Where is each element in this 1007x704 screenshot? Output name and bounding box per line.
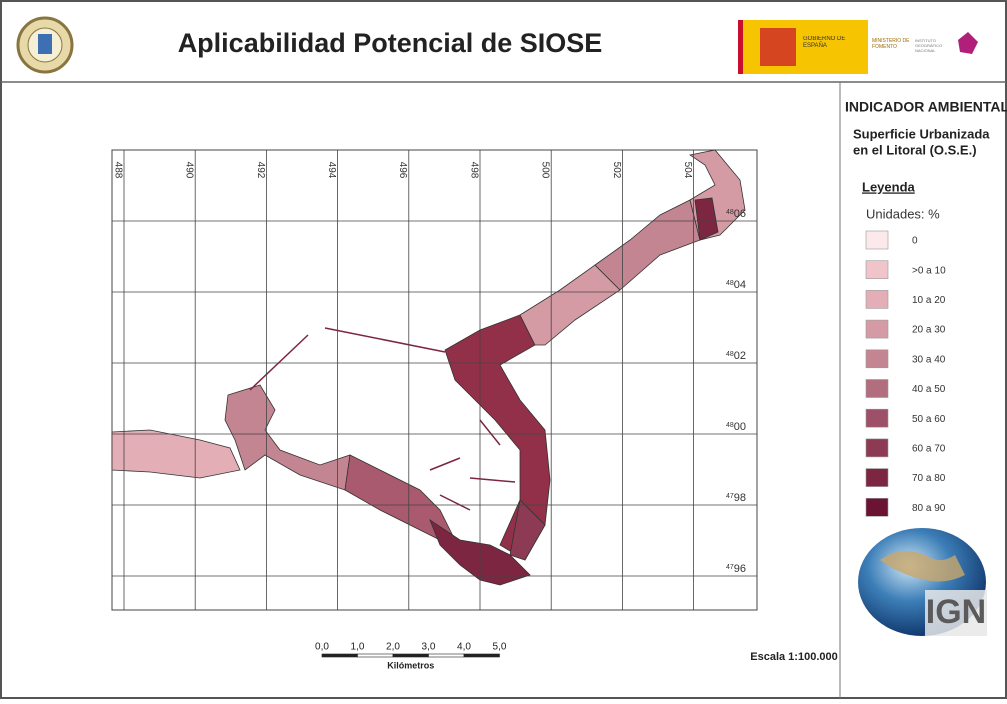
legend-swatch [865,260,889,280]
scale-tick-label: 3,0 [422,642,436,653]
indicator-heading: INDICADOR AMBIENTAL [845,99,1007,115]
y-grid-label: 4806 [726,208,746,220]
x-grid-label: 488 [112,162,123,179]
grid: 488 490 492 494 496 498 500 502 5044806480448024… [112,150,757,610]
scale-bar: 0,0 1,0 2,0 3,0 4,0 5,0 Kilómetros [315,642,507,671]
y-grid-label: 4798 [726,492,746,504]
y-grid-value: 98 [734,492,746,504]
legend-label: >0 a 10 [912,265,946,276]
scale-segment [463,653,500,658]
title: Aplicabilidad Potencial de SIOSE [178,28,603,58]
legend-label: 40 a 50 [912,384,946,395]
x-grid-label: 502 [611,162,622,179]
y-grid-value: 06 [734,208,746,220]
legend-swatch [865,438,889,458]
ign-logo: IGN [858,528,987,636]
seal [16,16,74,74]
legend-label: 0 [912,236,918,247]
scale-tick-label: 4,0 [457,642,471,653]
ministry-text: MINISTERIO DE FOMENTO [872,38,910,50]
legend-swatch [865,468,889,487]
y-grid-value: 04 [734,279,746,291]
y-grid-value: 96 [734,563,746,575]
y-grid-prefix: 47 [726,493,734,500]
scale-segment [321,653,358,658]
gov-logo [738,20,1005,74]
x-grid-label: 496 [397,162,408,179]
legend-swatch [865,408,889,428]
legend-swatch [865,497,889,517]
coast [111,149,746,586]
y-grid-label: 4800 [726,421,746,433]
scale-tick-label: 0,0 [315,642,329,653]
subtitle: en el Litoral (O.S.E.) [853,142,977,157]
scale-tick-label: 5,0 [493,642,507,653]
x-grid-label: 492 [255,162,266,179]
institute-text: INSTITUTO GEOGRÁFICO NACIONAL [915,38,943,53]
x-grid-label: 500 [540,162,551,179]
y-grid-label: 4804 [726,279,746,291]
ign-text: IGN [926,593,986,631]
x-grid-label: 498 [468,162,479,179]
scale-tick-label: 2,0 [386,642,400,653]
y-grid-prefix: 47 [726,564,734,571]
legend-swatch [865,290,889,309]
x-grid-label: 490 [184,162,195,179]
legend-label: 10 a 20 [912,295,946,306]
legend-label: 60 a 70 [912,444,946,455]
piers [249,327,516,511]
legend: 0 >0 a 10 10 a 20 20 a 30 30 a 40 40 a 50 50 a… [865,230,946,517]
legend-label: 20 a 30 [912,325,946,336]
legend-swatch [865,379,889,398]
legend-label: 50 a 60 [912,414,946,425]
scale-tick-label: 1,0 [351,642,365,653]
y-grid-prefix: 48 [726,422,734,429]
y-grid-value: 00 [734,421,746,433]
scale-segment [392,653,429,658]
y-grid-label: 4802 [726,350,746,362]
y-grid-prefix: 48 [726,209,734,216]
legend-swatch [865,230,889,250]
legend-label: 30 a 40 [912,354,946,365]
scale-text: Escala 1:100.000 [750,651,837,663]
map: 488 490 492 494 496 498 500 502 5044806480448024… [111,149,758,611]
scale-unit: Kilómetros [387,660,434,670]
legend-swatch [865,319,889,339]
y-grid-prefix: 48 [726,280,734,287]
scale-segment [357,653,394,658]
x-grid-label: 494 [326,162,337,179]
units: Unidades: % [866,206,940,221]
legend-title: Leyenda [862,179,916,194]
y-grid-prefix: 48 [726,351,734,358]
y-grid-label: 4796 [726,563,746,575]
y-grid-value: 02 [734,350,746,362]
legend-swatch [865,349,889,369]
subtitle: Superficie Urbanizada [853,126,990,141]
gov-text: GOBIERNO DE ESPAÑA [803,36,846,49]
legend-label: 80 a 90 [912,503,946,514]
scale-segment [428,653,465,658]
x-grid-label: 504 [682,162,693,179]
legend-label: 70 a 80 [912,473,946,484]
